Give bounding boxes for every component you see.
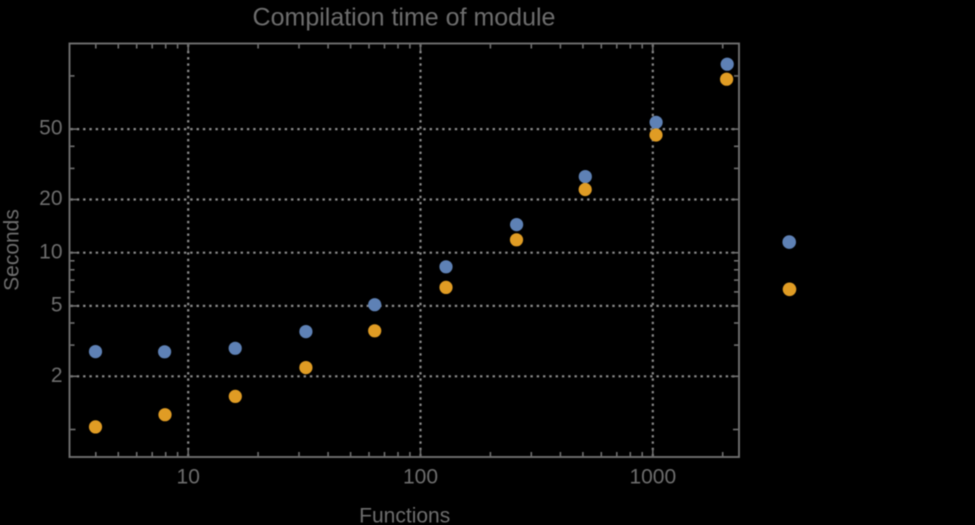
svg-text:1000: 1000 [629,466,676,489]
svg-text:Compilation time of module: Compilation time of module [253,4,556,32]
svg-text:10: 10 [39,240,62,263]
svg-text:2: 2 [51,364,63,387]
svg-text:50: 50 [39,117,62,140]
svg-text:5: 5 [51,294,63,317]
svg-text:100: 100 [403,466,438,489]
svg-text:Seconds: Seconds [1,209,24,291]
svg-text:Functions: Functions [359,505,450,525]
svg-text:10: 10 [177,466,200,489]
svg-text:20: 20 [39,187,62,210]
